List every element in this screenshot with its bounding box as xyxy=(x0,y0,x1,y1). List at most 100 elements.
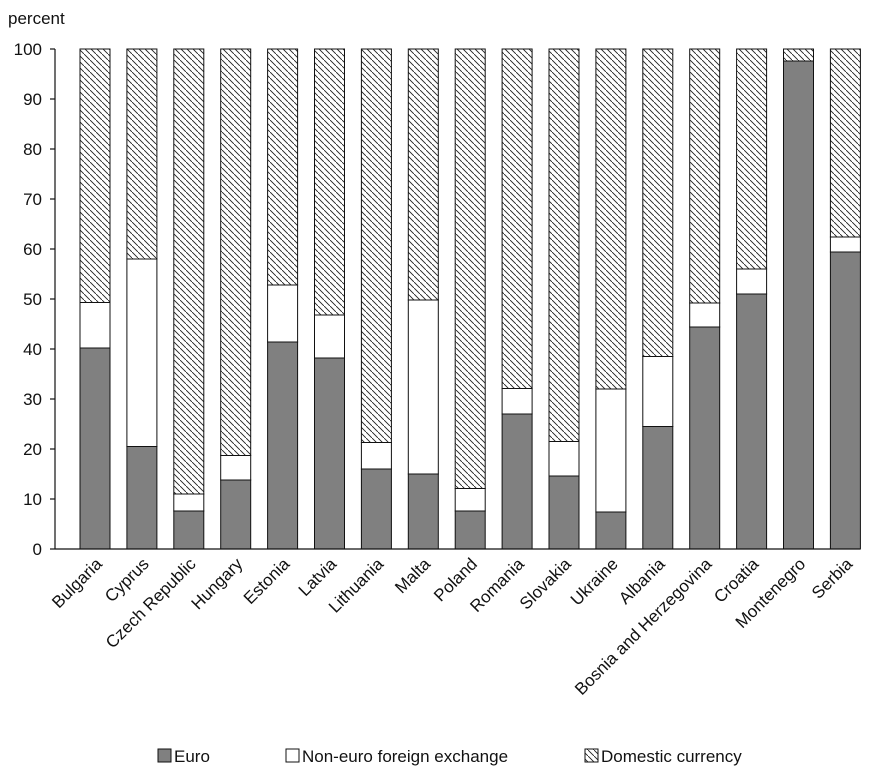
legend-swatch xyxy=(584,748,599,763)
bar-stack xyxy=(829,48,861,550)
bar-segment-non-euro-foreign-exchange xyxy=(267,284,299,343)
y-axis-unit-label: percent xyxy=(8,9,65,28)
bar-segment-non-euro-foreign-exchange xyxy=(220,455,252,481)
bar-segment-euro xyxy=(829,251,861,550)
bar-segment-domestic-currency xyxy=(548,48,580,442)
bar-segment-domestic-currency xyxy=(642,48,674,357)
legend-item: Euro xyxy=(157,747,210,766)
bar-stack xyxy=(548,48,580,550)
bar-segment-domestic-currency xyxy=(407,48,439,301)
bar-segment-domestic-currency xyxy=(126,48,158,260)
bar-stack xyxy=(173,48,205,550)
bar-segment-domestic-currency xyxy=(736,48,768,270)
x-tick-label: Estonia xyxy=(240,554,294,608)
y-tick-label: 40 xyxy=(23,340,42,359)
bar-segment-domestic-currency xyxy=(314,48,345,316)
bar-segment-non-euro-foreign-exchange xyxy=(314,314,345,359)
bar-segment-euro xyxy=(220,479,252,550)
y-tick-label: 80 xyxy=(23,140,42,159)
bar-segment-euro xyxy=(314,357,345,550)
y-tick-label: 50 xyxy=(23,290,42,309)
bar-segment-euro xyxy=(267,341,299,550)
bar-stack xyxy=(314,48,345,550)
bar-segment-non-euro-foreign-exchange xyxy=(548,441,580,477)
y-tick-label: 90 xyxy=(23,90,42,109)
legend-label: Domestic currency xyxy=(601,747,742,766)
bar-segment-euro xyxy=(501,413,533,550)
bar-segment-non-euro-foreign-exchange xyxy=(689,302,721,328)
bar-stack xyxy=(642,48,674,550)
bar-segment-non-euro-foreign-exchange xyxy=(642,356,674,427)
legend-item: Domestic currency xyxy=(584,747,742,766)
y-tick-label: 100 xyxy=(14,40,42,59)
x-tick-label: Hungary xyxy=(188,554,247,613)
bar-segment-euro xyxy=(360,468,392,550)
bar-stack xyxy=(595,48,627,550)
bar-stack xyxy=(407,48,439,550)
bar-stack xyxy=(220,48,252,550)
bar-stack xyxy=(454,48,486,550)
bar-segment-euro xyxy=(126,446,158,550)
bars xyxy=(79,48,861,550)
bar-segment-domestic-currency xyxy=(173,48,205,495)
bar-segment-non-euro-foreign-exchange xyxy=(595,388,627,513)
bar-stack xyxy=(689,48,721,550)
y-tick-label: 10 xyxy=(23,490,42,509)
bar-segment-non-euro-foreign-exchange xyxy=(79,302,111,349)
legend-item: Non-euro foreign exchange xyxy=(285,747,508,766)
bar-stack xyxy=(267,48,299,550)
y-tick-label: 20 xyxy=(23,440,42,459)
bar-segment-domestic-currency xyxy=(267,48,299,286)
legend: Euro Non-euro foreign exchange Domestic cu… xyxy=(157,747,742,766)
bar-segment-non-euro-foreign-exchange xyxy=(454,488,486,512)
bar-segment-domestic-currency xyxy=(783,48,814,62)
bar-segment-euro xyxy=(79,347,111,550)
bar-segment-euro xyxy=(689,326,721,550)
bar-segment-non-euro-foreign-exchange xyxy=(173,493,205,512)
y-tick-label: 0 xyxy=(33,540,42,559)
bar-segment-euro xyxy=(783,60,814,550)
legend-swatch xyxy=(285,748,300,763)
y-axis: 0 10 20 30 40 50 60 70 80 90 100 xyxy=(14,40,56,559)
bar-segment-non-euro-foreign-exchange xyxy=(360,442,392,470)
bar-segment-euro xyxy=(736,293,768,550)
bar-stack xyxy=(126,48,158,550)
bar-stack xyxy=(79,48,111,550)
x-tick-label: Ukraine xyxy=(567,554,622,609)
bar-segment-non-euro-foreign-exchange xyxy=(407,299,439,475)
bar-segment-non-euro-foreign-exchange xyxy=(829,236,861,253)
bar-stack xyxy=(736,48,768,550)
legend-label: Non-euro foreign exchange xyxy=(302,747,508,766)
x-tick-label: Serbia xyxy=(808,554,857,603)
bar-segment-domestic-currency xyxy=(689,48,721,304)
bar-stack xyxy=(501,48,533,550)
legend-label: Euro xyxy=(174,747,210,766)
bar-stack xyxy=(360,48,392,550)
bar-segment-domestic-currency xyxy=(454,48,486,489)
bar-segment-domestic-currency xyxy=(79,48,111,303)
y-tick-label: 70 xyxy=(23,190,42,209)
y-tick-label: 60 xyxy=(23,240,42,259)
bar-segment-non-euro-foreign-exchange xyxy=(501,388,533,415)
bar-segment-non-euro-foreign-exchange xyxy=(736,268,768,295)
x-tick-label: Bulgaria xyxy=(48,554,106,612)
bar-segment-domestic-currency xyxy=(220,48,252,456)
bar-segment-euro xyxy=(595,511,627,550)
bar-stack xyxy=(783,48,814,550)
bar-segment-euro xyxy=(173,510,205,550)
bar-segment-euro xyxy=(548,475,580,550)
bar-segment-euro xyxy=(642,426,674,550)
y-tick-label: 30 xyxy=(23,390,42,409)
bar-segment-domestic-currency xyxy=(829,48,861,238)
legend-swatch xyxy=(157,748,172,763)
bar-segment-euro xyxy=(454,510,486,550)
x-tick-label: Malta xyxy=(391,554,434,597)
bar-segment-domestic-currency xyxy=(360,48,392,443)
bar-segment-domestic-currency xyxy=(501,48,533,389)
bar-segment-non-euro-foreign-exchange xyxy=(126,258,158,447)
x-tick-label: Slovakia xyxy=(516,554,575,613)
bar-segment-euro xyxy=(407,473,439,550)
bar-segment-domestic-currency xyxy=(595,48,627,390)
